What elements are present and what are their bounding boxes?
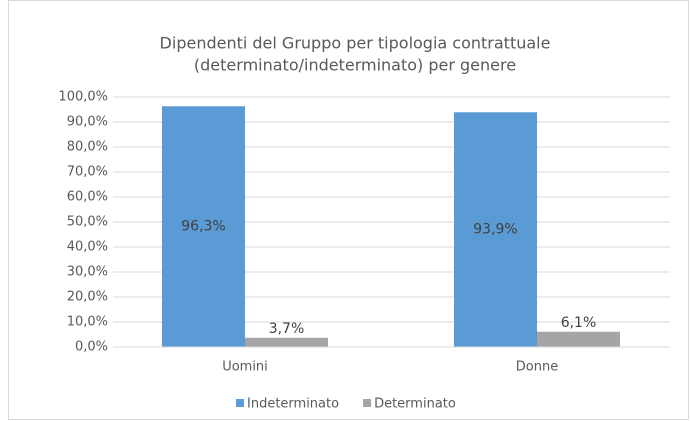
y-tick-label: 90,0% [67, 115, 108, 130]
y-tick-label: 10,0% [67, 315, 108, 330]
bar [162, 106, 245, 347]
y-tick-label: 0,0% [75, 340, 108, 355]
y-tick-label: 60,0% [67, 190, 108, 205]
bar [454, 112, 537, 347]
y-tick-label: 70,0% [67, 165, 108, 180]
y-tick-label: 40,0% [67, 240, 108, 255]
bar [245, 337, 328, 347]
data-label: 96,3% [181, 219, 225, 235]
data-label: 93,9% [473, 222, 517, 238]
y-tick-label: 50,0% [67, 215, 108, 230]
y-tick-label: 20,0% [67, 290, 108, 305]
x-tick-label: Donne [516, 360, 558, 375]
data-label: 3,7% [269, 321, 305, 337]
legend-label: Indeterminato [247, 397, 339, 412]
chart-title: Dipendenti del Gruppo per tipologia cont… [160, 34, 551, 53]
x-tick-label: Uomini [222, 360, 268, 375]
legend-swatch [363, 399, 372, 407]
y-tick-label: 80,0% [67, 140, 108, 155]
y-tick-label: 100,0% [58, 90, 108, 105]
data-label: 6,1% [561, 315, 597, 331]
chart-title: (determinato/indeterminato) per genere [194, 56, 516, 75]
legend-label: Determinato [374, 397, 456, 412]
chart-frame [8, 0, 689, 420]
legend-swatch [236, 399, 244, 407]
y-tick-label: 30,0% [67, 265, 108, 280]
bar [537, 331, 620, 347]
